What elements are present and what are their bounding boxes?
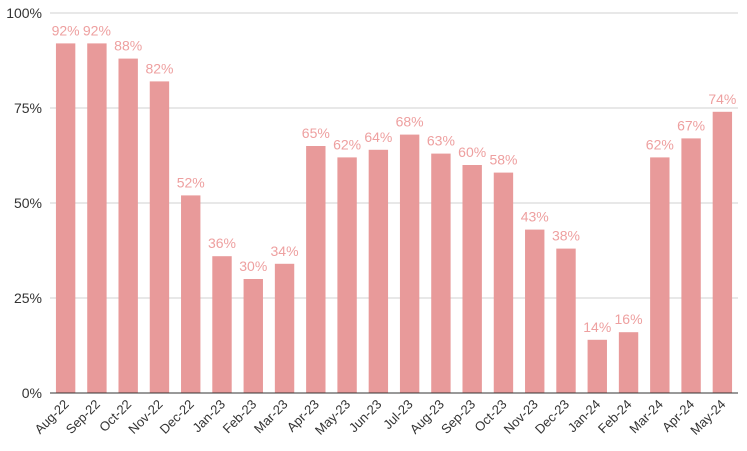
x-axis-ticks: Aug-22Sep-22Oct-22Nov-22Dec-22Jan-23Feb-… — [32, 397, 729, 438]
bar-dec-22 — [181, 195, 201, 393]
bar-apr-24 — [681, 138, 701, 393]
data-label: 60% — [458, 144, 486, 160]
bar-apr-23 — [306, 146, 326, 393]
y-tick-label: 25% — [14, 290, 42, 306]
bar-aug-22 — [55, 43, 76, 394]
x-tick-label: Nov-23 — [501, 397, 541, 437]
data-label: 52% — [177, 174, 205, 190]
bar-mar-23 — [274, 263, 295, 393]
bar-aug-23 — [431, 153, 451, 393]
data-label: 62% — [646, 136, 674, 152]
x-tick-label: Sep-23 — [438, 397, 478, 437]
data-label: 14% — [583, 319, 611, 335]
bar-jul-23 — [399, 134, 420, 393]
bar-mar-24 — [650, 157, 670, 393]
data-labels: 92% 92%88%82%52%36%30%34%65%62% 64%68%63%6… — [52, 22, 737, 334]
x-tick-label: Aug-23 — [407, 397, 447, 437]
data-label: 62% — [333, 136, 361, 152]
bar-may-23 — [337, 157, 357, 393]
y-tick-label: 75% — [14, 100, 42, 116]
x-tick-label: Sep-22 — [63, 397, 103, 437]
bar-jan-24 — [587, 339, 607, 393]
bar-dec-23 — [556, 248, 576, 393]
bar-feb-24 — [618, 332, 639, 393]
y-tick-label: 0% — [22, 385, 42, 401]
data-label: 16% — [615, 311, 643, 327]
data-label: 92% — [52, 22, 80, 38]
data-label: 63% — [427, 133, 455, 149]
data-label: 30% — [239, 258, 267, 274]
x-tick-label: Feb-24 — [595, 397, 635, 437]
y-axis-ticks: 0% 25% 50% 75% 100% — [6, 5, 42, 401]
bar-sep-23 — [462, 165, 482, 393]
data-label: 38% — [552, 228, 580, 244]
x-tick-label: Nov-22 — [125, 397, 165, 437]
data-label: 58% — [489, 152, 517, 168]
data-label: 64% — [364, 129, 392, 145]
bar-sep-22 — [87, 43, 107, 394]
x-tick-label: Mar-23 — [251, 397, 291, 437]
x-tick-label: Dec-23 — [532, 397, 572, 437]
data-label: 43% — [521, 209, 549, 225]
x-tick-label: May-23 — [312, 397, 353, 438]
data-label: 92% — [83, 22, 111, 38]
data-label: 65% — [302, 125, 330, 141]
x-tick-label: Dec-22 — [157, 397, 197, 437]
bars — [55, 43, 733, 394]
data-label: 88% — [114, 38, 142, 54]
bar-nov-22 — [149, 81, 170, 394]
bar-may-24 — [712, 111, 733, 394]
x-tick-label: Feb-23 — [220, 397, 260, 437]
bar-nov-23 — [525, 229, 545, 393]
x-tick-label: Aug-22 — [32, 397, 72, 437]
bar-jun-23 — [368, 149, 389, 393]
data-label: 68% — [396, 114, 424, 130]
bar-oct-22 — [118, 58, 138, 393]
x-tick-label: Mar-24 — [626, 397, 666, 437]
bar-oct-23 — [493, 172, 514, 393]
data-label: 36% — [208, 235, 236, 251]
x-tick-label: Jun-23 — [346, 397, 385, 436]
data-label: 74% — [708, 91, 736, 107]
y-tick-label: 100% — [6, 5, 42, 21]
x-tick-label: May-24 — [687, 397, 728, 438]
bar-jan-23 — [212, 256, 232, 393]
bar-feb-23 — [243, 279, 263, 393]
data-label: 67% — [677, 117, 705, 133]
data-label: 34% — [271, 243, 299, 259]
data-label: 82% — [145, 60, 173, 76]
y-tick-label: 50% — [14, 195, 42, 211]
